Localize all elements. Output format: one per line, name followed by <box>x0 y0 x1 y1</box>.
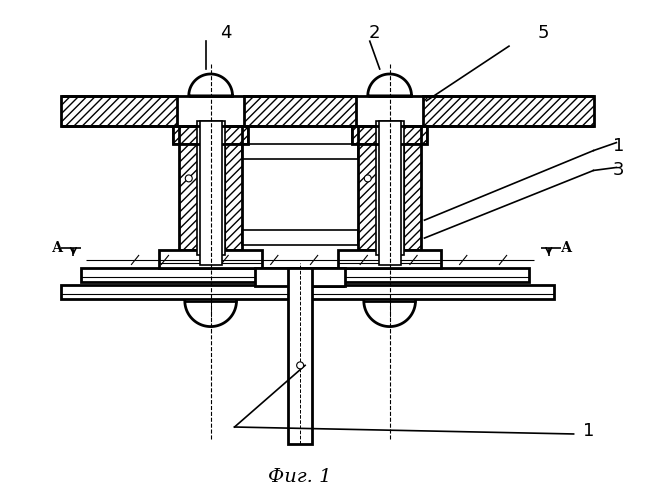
Bar <box>338 250 441 268</box>
Bar <box>312 268 343 286</box>
Bar <box>61 96 177 126</box>
Text: 3: 3 <box>613 162 624 180</box>
Bar <box>256 268 345 286</box>
Bar <box>358 126 421 250</box>
Text: 5: 5 <box>538 24 549 42</box>
Polygon shape <box>368 74 411 96</box>
Text: Фиг. 1: Фиг. 1 <box>268 468 332 485</box>
Text: 1: 1 <box>613 136 624 154</box>
Bar <box>197 120 224 255</box>
Text: 2: 2 <box>369 24 381 42</box>
Bar <box>81 268 529 282</box>
Bar <box>173 126 249 144</box>
Text: А: А <box>52 241 63 255</box>
Polygon shape <box>189 74 233 96</box>
Bar <box>224 126 243 250</box>
Bar <box>376 120 404 255</box>
Bar <box>61 285 554 298</box>
Bar <box>243 230 358 245</box>
Text: А: А <box>561 241 572 255</box>
Bar <box>358 126 376 250</box>
Bar <box>245 96 356 126</box>
Bar <box>173 126 249 144</box>
Text: 1: 1 <box>583 422 594 440</box>
Bar <box>352 126 428 144</box>
Bar <box>179 126 197 250</box>
Bar <box>179 126 243 250</box>
Bar <box>379 120 401 265</box>
Polygon shape <box>364 300 415 326</box>
Bar <box>352 126 428 144</box>
Text: 4: 4 <box>220 24 232 42</box>
Bar <box>404 126 421 250</box>
Circle shape <box>364 175 371 182</box>
Bar <box>288 268 312 444</box>
Bar <box>199 120 222 265</box>
Bar <box>159 250 262 268</box>
Bar <box>243 144 358 158</box>
Bar <box>423 96 594 126</box>
Polygon shape <box>185 300 237 326</box>
Circle shape <box>297 362 303 369</box>
Circle shape <box>185 175 192 182</box>
